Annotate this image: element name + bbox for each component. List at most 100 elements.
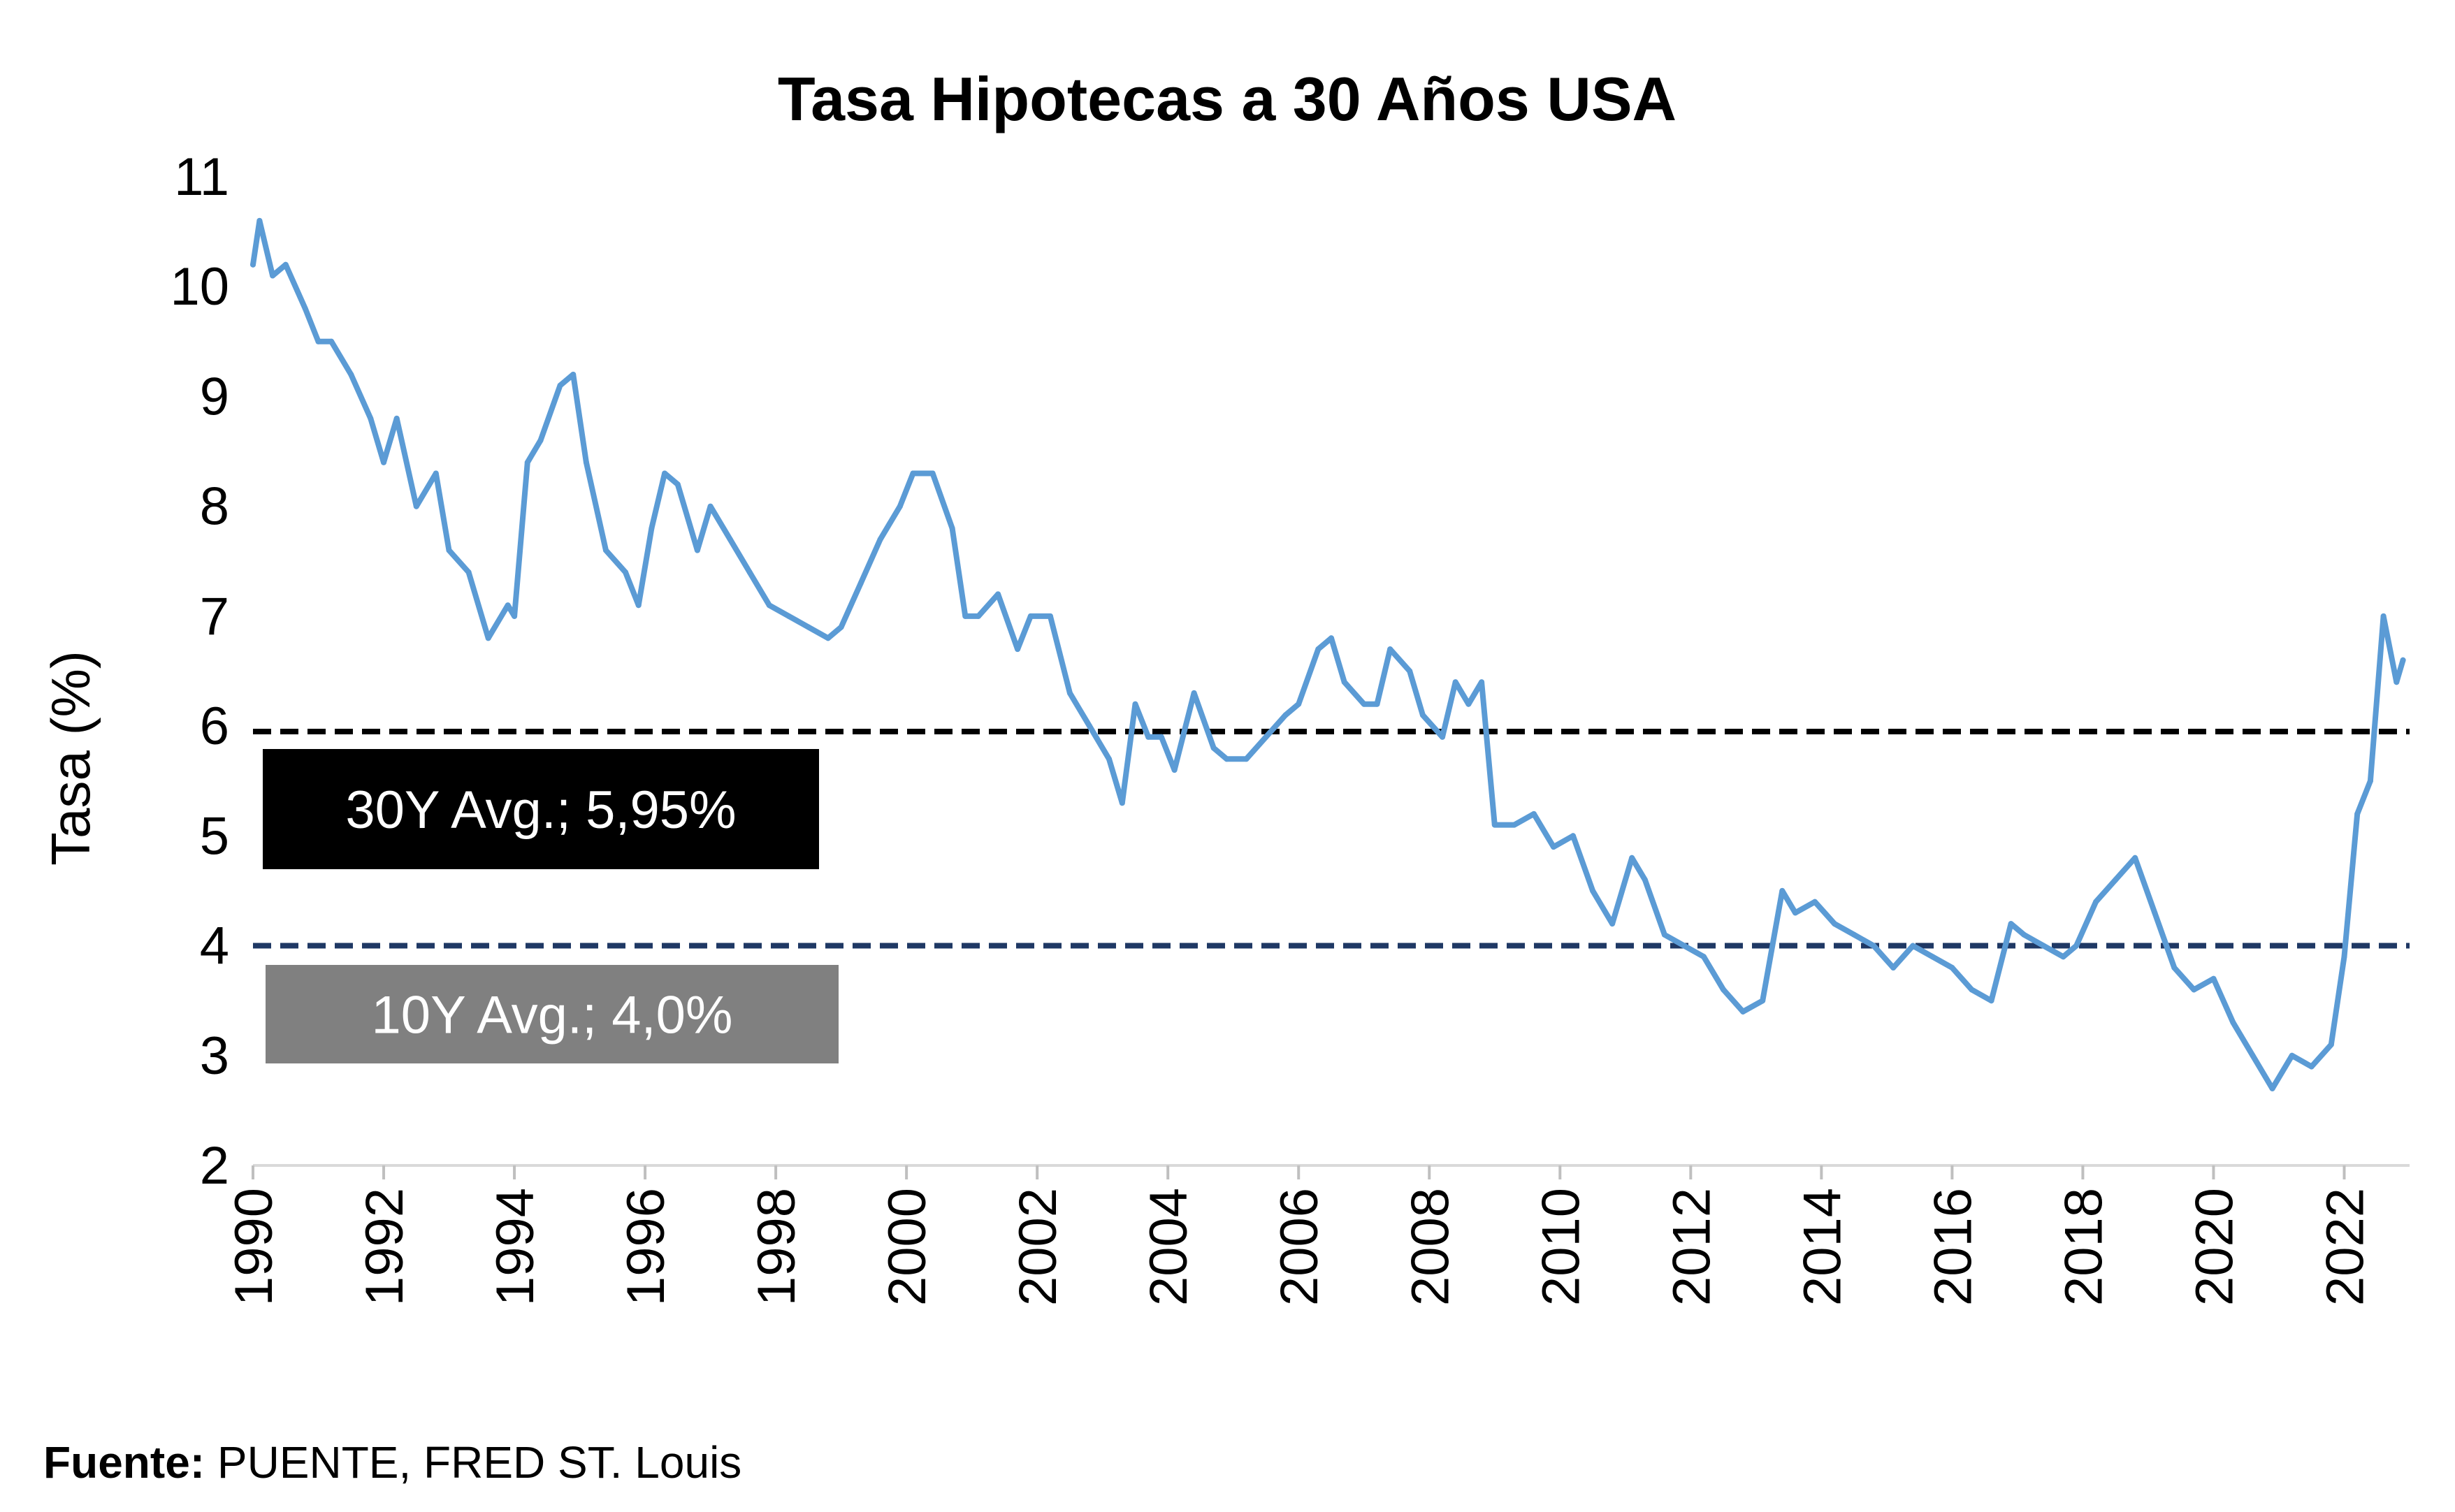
- x-tick-label: 2002: [1008, 1188, 1068, 1306]
- data-point: [1609, 921, 1616, 927]
- data-point: [694, 547, 700, 553]
- data-point: [1681, 943, 1687, 949]
- data-point: [1191, 690, 1197, 696]
- data-point: [2191, 987, 2197, 993]
- data-point: [315, 338, 321, 344]
- x-tick-label: 1990: [224, 1188, 284, 1306]
- data-point: [949, 525, 955, 532]
- reference-label-text: 30Y Avg.; 5,95%: [345, 780, 736, 840]
- source-label: Fuente:: [43, 1437, 205, 1488]
- data-point: [2113, 877, 2119, 883]
- data-point: [2132, 855, 2138, 861]
- y-tick-label: 8: [200, 477, 229, 537]
- data-point: [465, 569, 472, 575]
- data-point: [2250, 1052, 2256, 1059]
- y-tick-label: 2: [200, 1136, 229, 1195]
- data-point: [413, 503, 419, 509]
- data-point: [995, 591, 1001, 597]
- data-point: [1479, 679, 1485, 685]
- data-point: [649, 525, 655, 532]
- data-point: [583, 459, 589, 465]
- data-point: [512, 613, 518, 619]
- chart-title: Tasa Hipotecas a 30 Años USA: [778, 64, 1677, 133]
- data-point: [1701, 954, 1707, 960]
- data-point: [976, 613, 981, 619]
- data-point: [2380, 613, 2387, 619]
- x-tick-label: 2022: [2315, 1188, 2375, 1306]
- data-point: [1087, 723, 1092, 729]
- data-point: [1642, 877, 1648, 883]
- data-point: [838, 624, 844, 630]
- data-point: [433, 470, 439, 477]
- data-point: [2171, 965, 2178, 971]
- data-point: [746, 569, 753, 575]
- data-point: [485, 635, 491, 641]
- data-point: [603, 547, 609, 553]
- x-tick-label: 2006: [1270, 1188, 1329, 1306]
- data-point: [727, 536, 733, 542]
- data-point: [256, 217, 263, 224]
- data-point: [1832, 921, 1838, 927]
- x-tick-label: 2010: [1531, 1188, 1591, 1306]
- data-point: [910, 470, 916, 477]
- data-point: [1374, 701, 1380, 707]
- data-point: [825, 635, 831, 641]
- data-point: [1779, 887, 1786, 894]
- data-point: [381, 459, 386, 465]
- data-point: [1296, 701, 1302, 707]
- x-tick-label: 2004: [1139, 1188, 1198, 1306]
- data-point: [1243, 756, 1250, 762]
- data-point: [674, 481, 681, 488]
- x-tick-label: 2018: [2054, 1188, 2113, 1306]
- x-tick-label: 1998: [747, 1188, 806, 1306]
- data-point: [1315, 646, 1321, 653]
- data-point: [1590, 887, 1596, 894]
- reference-label-box: [266, 965, 839, 1063]
- data-point: [1721, 987, 1727, 993]
- data-point: [1740, 1008, 1746, 1015]
- data-point: [2289, 1052, 2295, 1059]
- data-point: [1328, 635, 1334, 641]
- data-point: [1929, 954, 1936, 960]
- reference-lines: [253, 728, 2410, 949]
- data-point: [1419, 712, 1426, 718]
- x-tick-label: 1992: [355, 1188, 414, 1306]
- data-point: [1629, 855, 1635, 861]
- data-point: [446, 547, 452, 553]
- data-point: [2394, 679, 2400, 685]
- data-point: [1551, 844, 1556, 850]
- data-point: [2230, 1019, 2236, 1026]
- data-point: [270, 272, 276, 279]
- reference-labels: 30Y Avg.; 5,95% 10Y Avg.; 4,0%: [263, 749, 839, 1063]
- data-point: [2269, 1085, 2275, 1091]
- data-point: [1145, 734, 1152, 740]
- data-point: [1793, 910, 1798, 916]
- data-point: [250, 261, 256, 268]
- data-point: [623, 569, 628, 575]
- y-tick-label: 5: [200, 806, 229, 866]
- series-group: [250, 217, 2406, 1091]
- data-point: [1812, 899, 1818, 905]
- y-tick-label: 7: [200, 587, 229, 646]
- y-tick-label: 9: [200, 367, 229, 426]
- data-point: [524, 459, 530, 465]
- data-point: [2021, 931, 2027, 938]
- data-point: [1465, 701, 1472, 707]
- data-point: [282, 261, 289, 268]
- data-point: [1440, 734, 1445, 740]
- data-point: [2008, 921, 2014, 927]
- x-tick-label: 2014: [1793, 1188, 1852, 1306]
- data-point: [877, 536, 883, 542]
- data-point: [2354, 810, 2361, 817]
- data-point: [1263, 734, 1269, 740]
- data-point: [570, 372, 577, 377]
- reference-label-text: 10Y Avg.; 4,0%: [372, 986, 733, 1045]
- data-point: [2367, 778, 2373, 784]
- data-point: [2210, 975, 2217, 982]
- data-point: [2073, 943, 2080, 949]
- data-point: [1387, 646, 1393, 653]
- data-point: [1158, 734, 1164, 740]
- data-point: [1969, 987, 1975, 993]
- data-point: [785, 613, 792, 619]
- data-point: [1210, 745, 1217, 751]
